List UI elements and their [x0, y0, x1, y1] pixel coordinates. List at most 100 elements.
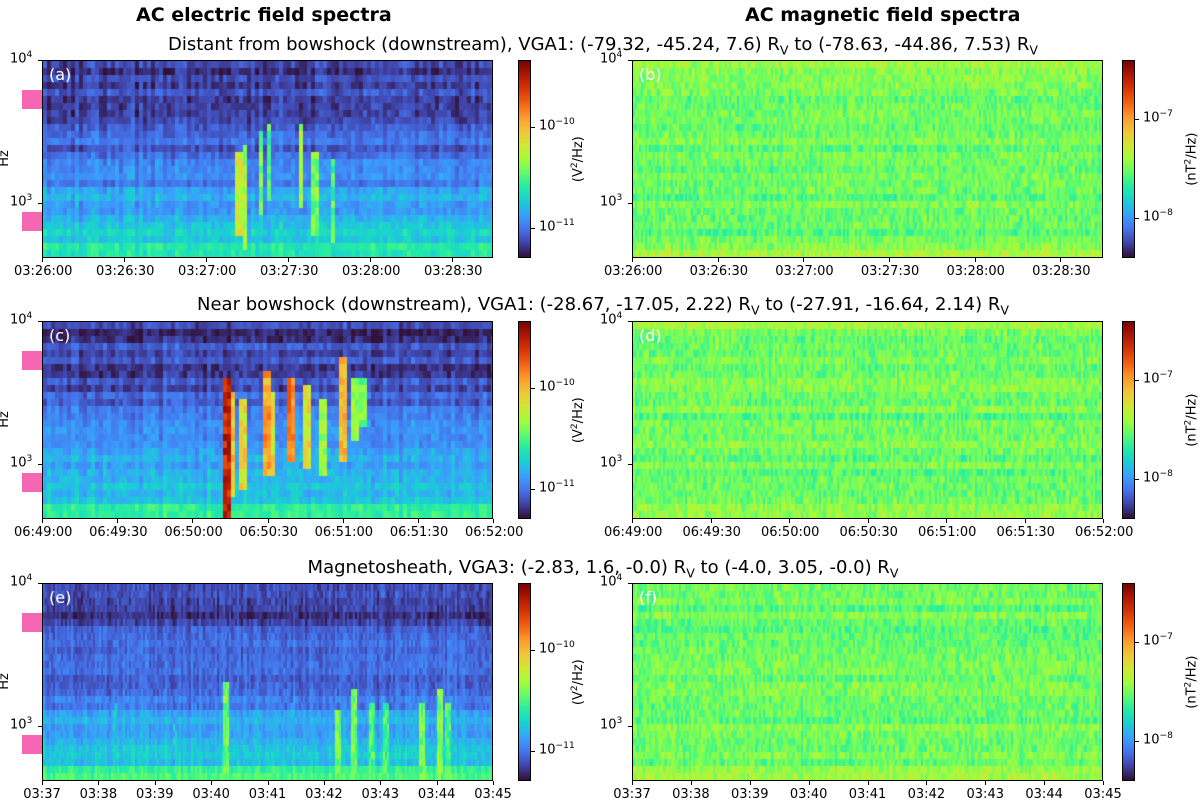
colorbar-label: (nT2/Hz) — [1183, 394, 1199, 447]
x-tick-label: 03:42 — [305, 787, 343, 802]
x-tick-label: 03:43 — [966, 787, 1004, 802]
x-tick-label: 03:26:30 — [96, 264, 155, 279]
x-tick — [985, 781, 987, 785]
x-tick-label: 03:45 — [1084, 787, 1122, 802]
colorbar-label-exp: 2 — [1183, 419, 1194, 426]
colorbar-label-end: /Hz) — [1184, 393, 1200, 420]
spectrogram-canvas — [633, 322, 1102, 518]
colorbar-tick-label-0: 10−10 — [539, 640, 575, 656]
x-tick-label: 03:39 — [136, 787, 174, 802]
y-tick-label-0-base: 10 — [600, 51, 617, 67]
colorbar-tick — [1135, 119, 1139, 121]
y-tick-label-0-base: 10 — [600, 312, 617, 328]
x-tick — [632, 519, 633, 523]
colorbar-label-end: /Hz) — [571, 136, 587, 163]
x-tick — [436, 781, 438, 785]
x-tick-label: 03:42 — [907, 787, 946, 802]
x-tick — [789, 519, 790, 523]
y-tick-label-1-base: 10 — [600, 454, 617, 470]
row-title-sub: V — [779, 42, 789, 58]
x-tick-label: 06:50:00 — [761, 525, 820, 540]
row-title-sub: V — [1000, 302, 1009, 318]
y-tick-label-1-exp: 3 — [616, 715, 623, 726]
x-tick — [342, 519, 344, 523]
colorbar-label-end: /Hz) — [1184, 655, 1200, 682]
y-tick-label-1: 103 — [600, 193, 622, 209]
band-marker-1 — [22, 473, 42, 492]
band-marker-1 — [22, 735, 42, 754]
x-tick — [370, 258, 371, 262]
electric-colorbar-2 — [518, 321, 531, 519]
colorbar-label-base: (V — [571, 168, 587, 183]
band-marker-1 — [22, 212, 42, 231]
y-axis-label: Hz — [0, 673, 12, 690]
x-tick-label: 03:26:00 — [14, 264, 73, 279]
y-tick-label-1-base: 10 — [10, 454, 27, 470]
magnetic-colorbar-1 — [1122, 60, 1135, 258]
x-tick — [267, 781, 269, 785]
magnetic-spectrogram-1: (b) — [632, 60, 1103, 258]
electric-spectrogram-1: (a) — [42, 60, 493, 258]
y-tick-label-0: 104 — [600, 311, 622, 327]
x-tick — [803, 258, 805, 262]
y-tick-label-1: 103 — [600, 716, 622, 732]
colorbar-tick-label-0-base: 10 — [1143, 371, 1160, 387]
colorbar-gradient — [1123, 61, 1134, 257]
x-tick-label: 03:38 — [672, 787, 710, 802]
colorbar-label-end: /Hz) — [571, 397, 587, 424]
x-tick-label: 03:44 — [417, 787, 456, 802]
colorbar-label-base: (nT — [1184, 425, 1200, 447]
x-tick-label: 06:51:30 — [996, 525, 1055, 540]
y-tick-label-1-base: 10 — [10, 716, 27, 732]
colorbar-tick-label-1-exp: −8 — [1159, 208, 1173, 219]
x-tick-label: 06:51:30 — [389, 525, 449, 540]
colorbar-tick-label-0-exp: −10 — [555, 117, 575, 128]
colorbar-tick-label-1-base: 10 — [539, 480, 556, 496]
colorbar-label: (nT2/Hz) — [1183, 133, 1199, 186]
x-tick — [1024, 519, 1026, 523]
x-tick-label: 03:28:00 — [946, 264, 1005, 279]
x-tick-label: 03:27:30 — [260, 264, 319, 279]
x-tick-label: 03:40 — [789, 787, 828, 802]
x-tick — [154, 781, 156, 785]
y-tick — [628, 202, 632, 204]
colorbar-tick-label-0: 10−7 — [1143, 632, 1173, 648]
y-tick-label-0: 104 — [10, 311, 32, 327]
colorbar-tick-label-1-base: 10 — [539, 219, 556, 235]
colorbar-tick-label-0-exp: −7 — [1159, 632, 1173, 643]
y-tick-label-0-base: 10 — [10, 51, 27, 67]
colorbar-label: (V2/Hz) — [570, 659, 586, 705]
x-tick — [206, 258, 207, 262]
y-tick-label-1-base: 10 — [600, 716, 617, 732]
colorbar-gradient — [1123, 584, 1134, 780]
x-tick — [124, 258, 125, 262]
colorbar-label-base: (V — [571, 691, 587, 706]
y-tick-label-1-exp: 3 — [26, 715, 33, 726]
colorbar-gradient — [519, 322, 530, 518]
colorbar-label-exp: 2 — [1183, 158, 1194, 165]
x-tick — [288, 258, 289, 262]
colorbar-tick — [1135, 380, 1139, 382]
x-tick — [926, 781, 928, 785]
x-tick — [42, 519, 43, 523]
y-axis-label: Hz — [0, 150, 12, 167]
colorbar-label-base: (nT — [1184, 164, 1200, 186]
y-tick-label-1-exp: 3 — [616, 453, 623, 464]
x-tick-label: 03:26:00 — [604, 264, 663, 279]
x-tick — [380, 781, 382, 785]
x-tick — [192, 519, 194, 523]
colorbar-tick-label-0-base: 10 — [1143, 633, 1160, 649]
x-tick-label: 03:41 — [248, 787, 287, 802]
colorbar-tick-label-1: 10−11 — [539, 479, 575, 495]
y-tick-label-0-exp: 4 — [616, 50, 623, 60]
colorbar-tick-label-1: 10−8 — [1143, 469, 1173, 485]
colorbar-tick-label-0-exp: −7 — [1159, 370, 1173, 381]
panel-label: (f) — [639, 588, 658, 607]
row-title-2: Near bowshock (downstream), VGA1: (-28.6… — [197, 294, 1009, 318]
row-title-1: Distant from bowshock (downstream), VGA1… — [168, 34, 1038, 58]
y-tick — [38, 463, 42, 465]
panel-label: (a) — [49, 65, 72, 84]
x-tick — [717, 258, 719, 262]
y-tick-label-0-exp: 4 — [616, 311, 623, 321]
colorbar-tick-label-1-exp: −11 — [555, 479, 575, 490]
